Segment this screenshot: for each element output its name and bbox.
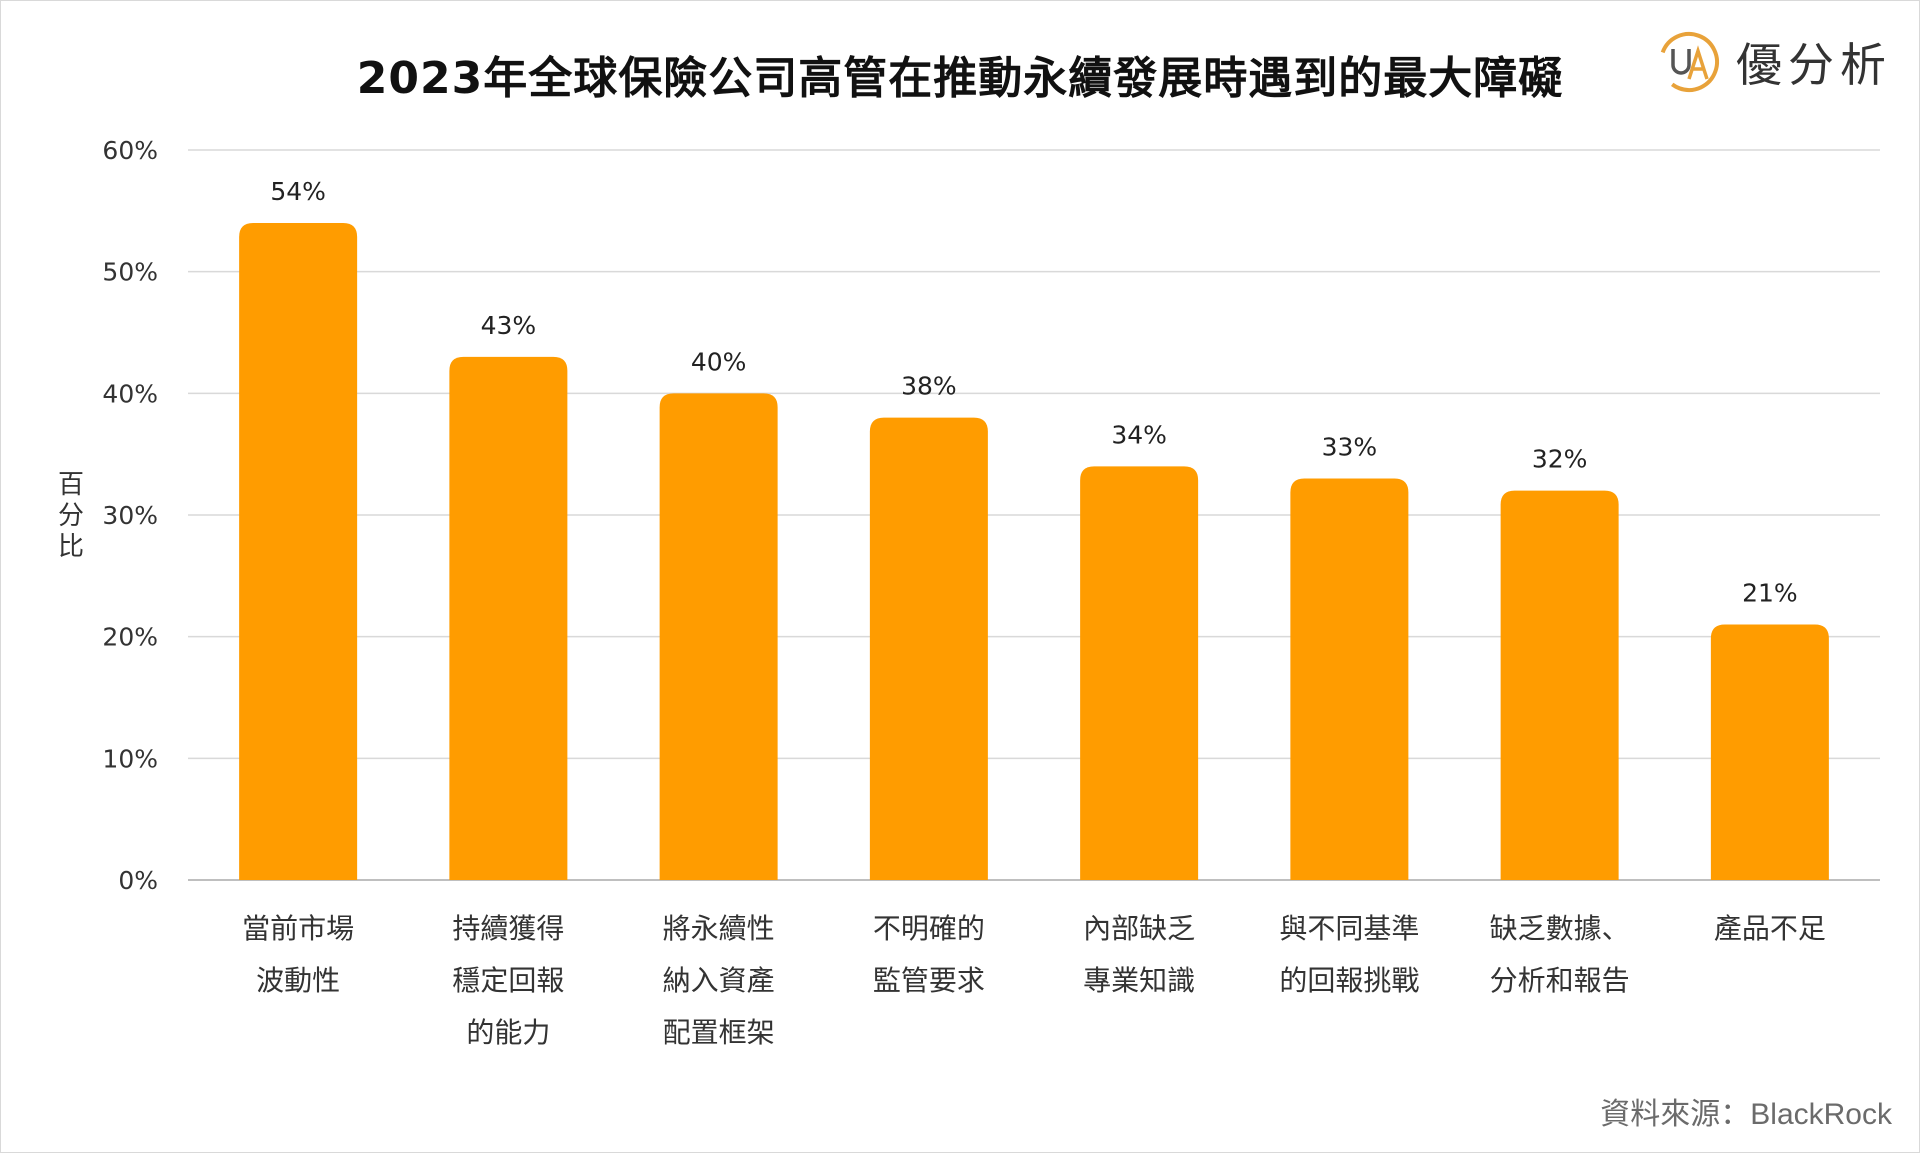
category-label: 的回報挑戰 xyxy=(1279,964,1419,997)
bar xyxy=(239,223,358,880)
bar-value-label: 34% xyxy=(1111,420,1167,449)
logo-text: 優分析 xyxy=(1736,38,1892,92)
y-tick-label: 0% xyxy=(118,866,158,895)
bar-value-label: 43% xyxy=(481,311,537,340)
category-label: 與不同基準 xyxy=(1279,912,1419,945)
bar xyxy=(1290,478,1409,880)
chart-title: 2023年全球保險公司高管在推動永續發展時遇到的最大障礙 xyxy=(356,53,1564,104)
data-labels: 54% 43% 40% 38% 34% 33% 32% 21% xyxy=(270,177,1797,608)
bar-value-label: 33% xyxy=(1322,433,1378,462)
ua-logo-icon xyxy=(1659,32,1719,92)
y-tick-label: 10% xyxy=(102,744,158,773)
category-label: 缺乏數據、 xyxy=(1490,912,1630,945)
category-label: 專業知識 xyxy=(1083,964,1195,997)
y-tick-label: 30% xyxy=(102,501,158,530)
y-axis-ticks: 0% 10% 20% 30% 40% 50% 60% xyxy=(102,136,158,895)
bar xyxy=(1710,624,1829,880)
category-label: 納入資產 xyxy=(663,964,775,997)
bar xyxy=(1080,466,1199,880)
bar-chart: 0% 10% 20% 30% 40% 50% 60% 54% 43% 40% 38% 34% 33% 3… xyxy=(102,136,1880,1049)
bar xyxy=(1500,490,1619,880)
bar-value-label: 38% xyxy=(901,372,957,401)
bar-value-label: 54% xyxy=(270,177,326,206)
source-note: 資料來源：BlackRock xyxy=(1600,1098,1892,1131)
category-label: 穩定回報 xyxy=(452,964,564,997)
y-tick-label: 40% xyxy=(102,379,158,408)
bar-value-label: 21% xyxy=(1742,579,1798,608)
category-label: 當前市場 xyxy=(242,912,354,945)
category-label: 產品不足 xyxy=(1714,912,1826,945)
category-label: 分析和報告 xyxy=(1490,964,1630,997)
category-label: 將永續性 xyxy=(663,912,775,945)
y-tick-label: 50% xyxy=(102,258,158,287)
grid-lines xyxy=(188,149,1880,881)
category-label: 不明確的 xyxy=(873,912,985,945)
bar xyxy=(449,356,568,880)
brand-logo: 優分析 xyxy=(1656,24,1892,100)
y-tick-label: 20% xyxy=(102,623,158,652)
category-label: 持續獲得 xyxy=(452,912,564,945)
category-label: 配置框架 xyxy=(663,1016,775,1049)
bar xyxy=(659,393,778,880)
bar-value-label: 32% xyxy=(1532,445,1588,474)
bars xyxy=(239,223,1829,880)
category-label: 監管要求 xyxy=(873,964,985,997)
category-label: 的能力 xyxy=(466,1016,550,1049)
category-label: 內部缺乏 xyxy=(1083,912,1195,945)
bar-value-label: 40% xyxy=(691,347,747,376)
y-axis-title: 百分比 xyxy=(57,470,84,562)
category-label: 波動性 xyxy=(256,964,340,997)
y-tick-label: 60% xyxy=(102,136,158,165)
bar xyxy=(869,417,988,880)
